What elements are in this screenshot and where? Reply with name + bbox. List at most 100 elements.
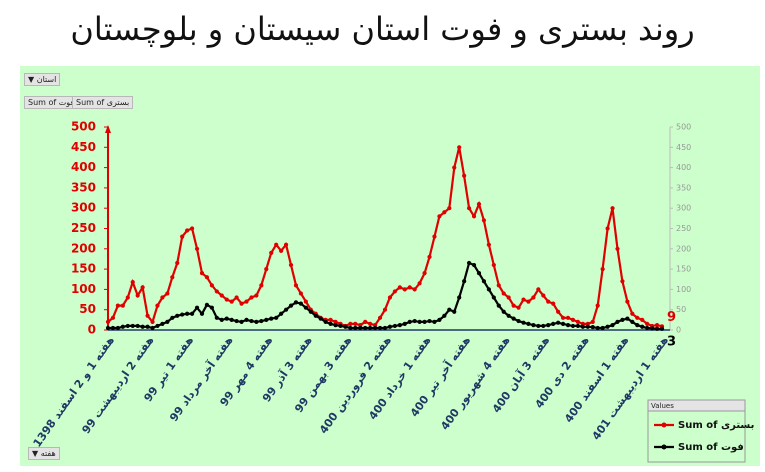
point bbox=[640, 324, 645, 329]
point bbox=[570, 323, 576, 329]
point bbox=[491, 295, 496, 300]
point bbox=[620, 317, 625, 322]
point bbox=[150, 319, 155, 324]
point bbox=[175, 313, 180, 318]
point bbox=[239, 319, 244, 324]
point bbox=[570, 317, 576, 322]
point bbox=[313, 313, 318, 318]
point bbox=[457, 145, 462, 150]
legend-marker bbox=[661, 444, 667, 450]
point bbox=[377, 325, 383, 331]
axis-field-button[interactable]: ▼ هفته bbox=[28, 447, 60, 460]
point bbox=[328, 321, 333, 327]
point bbox=[387, 324, 393, 329]
point bbox=[130, 323, 135, 329]
point bbox=[105, 325, 111, 331]
point bbox=[526, 321, 531, 327]
point bbox=[259, 318, 264, 324]
y2-tick-label: 150 bbox=[676, 265, 691, 274]
point bbox=[560, 315, 566, 320]
point bbox=[521, 320, 526, 325]
point bbox=[595, 325, 600, 331]
point bbox=[348, 321, 353, 327]
point bbox=[392, 323, 397, 329]
point bbox=[466, 206, 472, 211]
point bbox=[452, 165, 457, 170]
point bbox=[125, 295, 130, 300]
point bbox=[189, 226, 195, 231]
point bbox=[481, 218, 487, 223]
point bbox=[650, 326, 655, 331]
axis-field: هفته bbox=[40, 449, 56, 458]
legend-marker bbox=[661, 422, 667, 428]
point bbox=[476, 202, 482, 207]
point bbox=[115, 325, 120, 331]
point bbox=[590, 325, 595, 330]
point bbox=[392, 289, 397, 294]
point bbox=[269, 316, 274, 321]
point bbox=[363, 325, 368, 331]
point bbox=[654, 326, 660, 331]
point bbox=[605, 324, 610, 329]
point bbox=[551, 301, 556, 306]
point bbox=[462, 279, 467, 284]
point bbox=[412, 287, 417, 292]
point bbox=[476, 271, 482, 276]
y-tick-label: 50 bbox=[79, 302, 96, 316]
data-label: 3 bbox=[667, 334, 676, 349]
value-field-button[interactable]: Sum of بستری bbox=[72, 96, 134, 109]
point bbox=[249, 318, 254, 324]
point bbox=[199, 311, 205, 316]
point bbox=[442, 313, 447, 318]
point bbox=[387, 295, 393, 300]
y-tick-label: 350 bbox=[71, 180, 96, 194]
point bbox=[328, 317, 333, 322]
point bbox=[615, 246, 620, 251]
point bbox=[293, 300, 299, 305]
y-tick-label: 500 bbox=[71, 120, 96, 134]
point bbox=[556, 309, 561, 314]
y2-tick-label: 200 bbox=[676, 244, 691, 253]
point bbox=[368, 325, 373, 331]
y2-tick-label: 0 bbox=[676, 326, 681, 335]
point bbox=[155, 303, 160, 308]
point bbox=[422, 319, 427, 324]
point bbox=[427, 254, 432, 260]
point bbox=[229, 299, 234, 304]
point bbox=[630, 319, 635, 324]
point bbox=[511, 303, 516, 308]
point bbox=[279, 311, 284, 316]
point bbox=[358, 325, 363, 331]
point bbox=[283, 307, 289, 312]
point bbox=[645, 321, 650, 327]
point bbox=[531, 323, 536, 328]
y-tick-label: 250 bbox=[71, 221, 96, 235]
point bbox=[560, 321, 566, 327]
point bbox=[333, 319, 338, 324]
point bbox=[541, 293, 546, 298]
point bbox=[194, 246, 200, 251]
point bbox=[427, 318, 432, 324]
point bbox=[303, 299, 308, 304]
point bbox=[615, 319, 620, 324]
point bbox=[145, 324, 150, 329]
point bbox=[462, 173, 467, 178]
point bbox=[363, 319, 368, 324]
point bbox=[442, 210, 447, 215]
point bbox=[244, 317, 249, 322]
y2-tick-label: 100 bbox=[676, 285, 691, 294]
point bbox=[259, 283, 264, 288]
filter-field: استان bbox=[36, 75, 57, 84]
value-field-button[interactable]: Sum of فوت bbox=[24, 96, 79, 109]
point bbox=[580, 324, 585, 329]
filter-button[interactable]: ▼ استان bbox=[24, 73, 61, 86]
point bbox=[610, 206, 615, 211]
point bbox=[204, 302, 210, 307]
point bbox=[279, 248, 284, 253]
point bbox=[447, 206, 452, 211]
y-tick-label: 0 bbox=[88, 323, 96, 337]
point bbox=[130, 279, 135, 285]
point bbox=[605, 226, 610, 231]
point bbox=[501, 291, 506, 296]
point bbox=[506, 313, 511, 318]
